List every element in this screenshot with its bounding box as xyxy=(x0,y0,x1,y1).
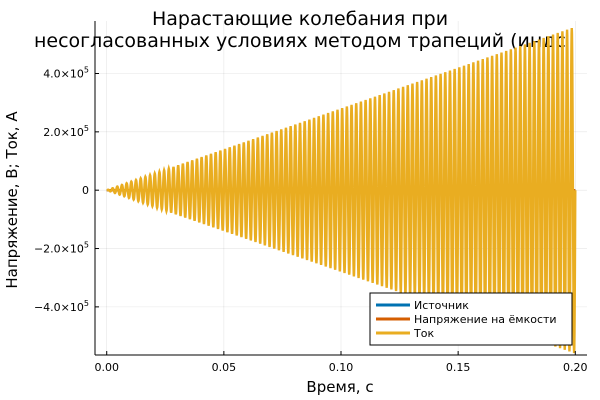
legend-label-2: Ток xyxy=(413,327,434,340)
legend-label-1: Напряжение на ёмкости xyxy=(414,313,557,326)
axes xyxy=(94,21,587,356)
chart-title: Нарастающие колебания при несогласованны… xyxy=(0,8,600,52)
y-axis-label: Напряжение, В; Ток, А xyxy=(3,111,21,289)
x-tick-label-4: 0.20 xyxy=(563,361,588,374)
y-tick-label-4: 4.0×105 xyxy=(43,66,89,81)
y-tick-label-0: −4.0×105 xyxy=(34,299,89,314)
chart-title-line-2: несогласованных условиях методом трапеци… xyxy=(34,30,566,52)
x-tick-label-1: 0.05 xyxy=(212,361,237,374)
x-tick-label-2: 0.10 xyxy=(329,361,354,374)
chart-title-line-1: Нарастающие колебания при xyxy=(151,8,449,30)
plot-area xyxy=(106,28,577,354)
tick-labels: 0.00 0.05 0.10 0.15 0.20 −4.0×105 −2.0×105 0 2.0… xyxy=(34,66,588,374)
y-tick-label-3: 2.0×105 xyxy=(43,124,89,139)
x-tick-label-0: 0.00 xyxy=(94,361,119,374)
y-tick-label-1: −2.0×105 xyxy=(34,241,89,256)
y-tick-label-2: 0 xyxy=(82,184,89,197)
x-tick-label-3: 0.15 xyxy=(446,361,471,374)
series-line-2 xyxy=(106,28,577,354)
legend-label-0: Источник xyxy=(414,299,469,312)
x-axis-label: Время, с xyxy=(306,378,373,396)
